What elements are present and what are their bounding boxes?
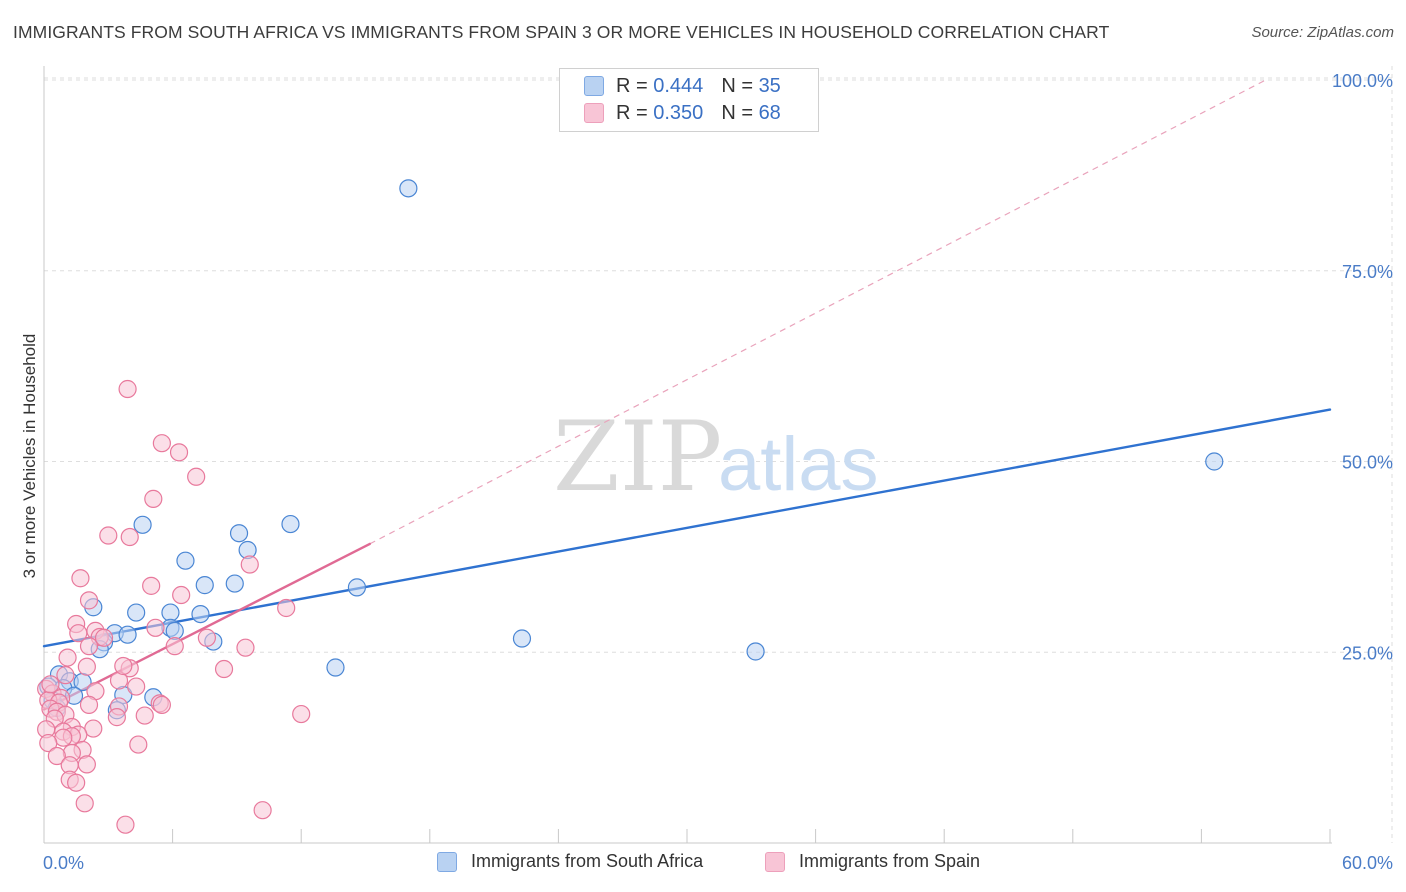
data-point xyxy=(146,618,165,637)
bottom-legend-label: Immigrants from South Africa xyxy=(471,851,704,871)
trend-layer xyxy=(42,79,1332,711)
points-layer xyxy=(37,179,1224,834)
data-point xyxy=(172,585,191,605)
data-point xyxy=(152,695,171,714)
data-point xyxy=(326,658,345,677)
data-point xyxy=(229,524,249,543)
data-point xyxy=(195,576,214,595)
bottom-legend: Immigrants from South Africa Immigrants … xyxy=(0,851,1406,879)
data-point xyxy=(512,629,532,648)
legend-row-south-africa: R = 0.444 N = 35 xyxy=(584,73,781,99)
data-point xyxy=(253,801,272,820)
data-point xyxy=(120,527,139,547)
grid-layer xyxy=(44,66,1393,843)
legend-n-label: N = xyxy=(721,101,753,124)
data-point xyxy=(99,526,118,545)
data-point xyxy=(197,628,216,647)
bottom-legend-item-spain: Immigrants from Spain xyxy=(765,851,980,872)
data-point xyxy=(118,379,137,399)
data-point xyxy=(399,179,418,198)
data-point xyxy=(58,648,77,667)
data-point xyxy=(129,735,148,754)
trend-line-extension xyxy=(369,79,1266,545)
watermark-atlas: atlas xyxy=(718,422,879,507)
data-point xyxy=(169,443,189,462)
legend-r-label: R = xyxy=(616,74,648,97)
trend-line-spain xyxy=(42,542,371,711)
data-point xyxy=(114,656,133,676)
data-point xyxy=(142,576,161,595)
bottom-legend-item-south-africa: Immigrants from South Africa xyxy=(437,851,703,872)
y-tick-label: 100.0% xyxy=(1332,71,1393,91)
data-point xyxy=(1205,452,1224,471)
legend-n-value: 68 xyxy=(758,101,781,124)
data-point xyxy=(71,569,90,588)
watermark: ZIP atlas xyxy=(553,401,879,513)
legend-r-value: 0.444 xyxy=(653,74,704,97)
data-point xyxy=(347,578,367,597)
legend: R = 0.444 N = 35 R = 0.350 N = 68 xyxy=(559,68,819,132)
data-point xyxy=(77,657,96,676)
y-tick-label: 50.0% xyxy=(1342,453,1393,473)
data-point xyxy=(152,434,171,453)
data-point xyxy=(281,514,300,534)
chart-title: IMMIGRANTS FROM SOUTH AFRICA VS IMMIGRAN… xyxy=(13,22,1110,42)
data-point xyxy=(79,637,99,656)
data-point xyxy=(144,489,163,508)
bottom-legend-swatch-south-africa xyxy=(437,851,457,872)
data-point xyxy=(77,755,96,774)
data-point xyxy=(56,666,75,685)
data-point xyxy=(79,591,99,610)
data-point xyxy=(107,708,126,727)
bottom-legend-swatch-spain xyxy=(765,851,785,872)
y-tick-label: 75.0% xyxy=(1342,262,1393,282)
legend-swatch-south-africa xyxy=(584,76,604,96)
data-point xyxy=(240,555,259,574)
data-point xyxy=(277,598,296,618)
data-point xyxy=(133,515,152,534)
data-point xyxy=(67,773,86,792)
data-point xyxy=(176,551,195,570)
data-point xyxy=(225,574,244,593)
bottom-legend-label: Immigrants from Spain xyxy=(799,851,981,871)
series-spain xyxy=(37,379,311,834)
data-point xyxy=(116,815,135,834)
x-tick-label: 0.0% xyxy=(43,853,84,873)
data-point xyxy=(187,467,206,486)
tick-labels: 25.0% 50.0% 75.0% 100.0% 0.0% 60.0% xyxy=(43,71,1393,873)
data-point xyxy=(165,637,184,656)
data-point xyxy=(236,638,255,657)
data-point xyxy=(135,706,154,725)
legend-r-label: R = xyxy=(616,101,648,124)
data-point xyxy=(39,733,58,753)
data-point xyxy=(118,625,137,644)
legend-n-label: N = xyxy=(721,74,753,97)
data-point xyxy=(94,628,114,647)
data-point xyxy=(191,604,210,624)
legend-swatch-spain xyxy=(584,103,604,123)
data-point xyxy=(746,642,765,661)
data-point xyxy=(47,746,66,766)
data-point xyxy=(127,603,146,622)
legend-r-value: 0.350 xyxy=(653,101,704,124)
y-axis-label: 3 or more Vehicles in Household xyxy=(20,334,39,579)
data-point xyxy=(292,704,311,724)
y-tick-label: 25.0% xyxy=(1342,643,1393,663)
data-point xyxy=(127,677,146,696)
data-point xyxy=(214,659,234,679)
watermark-zip: ZIP xyxy=(553,401,722,513)
data-point xyxy=(75,794,94,813)
data-point xyxy=(69,624,88,643)
legend-n-value: 35 xyxy=(758,74,781,97)
data-point xyxy=(41,675,60,694)
chart-source: Source: ZipAtlas.com xyxy=(1251,24,1394,41)
trend-line-south-africa xyxy=(42,408,1332,648)
data-point xyxy=(165,621,184,640)
x-tick-label: 60.0% xyxy=(1342,853,1393,873)
legend-row-spain: R = 0.350 N = 68 xyxy=(584,100,781,126)
data-point xyxy=(161,603,180,622)
data-point xyxy=(79,695,99,714)
